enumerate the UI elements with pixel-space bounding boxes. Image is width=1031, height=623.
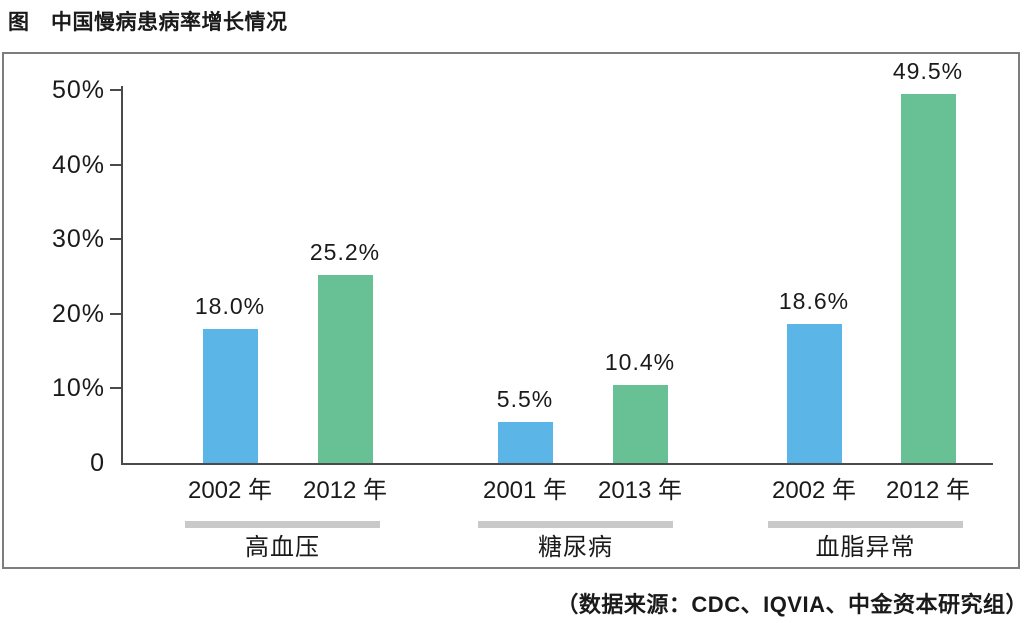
bar-高血压-2012 年 [317,275,373,463]
bar-高血压-2002 年 [202,329,258,463]
bar-value-label: 5.5% [496,386,554,412]
data-source-note: （数据来源：CDC、IQVIA、中金资本研究组） [556,592,1028,617]
x-axis-category-label: 2002 年 [187,477,273,504]
y-axis-tick [110,238,123,240]
y-axis-tick-label: 40% [51,151,105,179]
bar-value-label: 18.0% [194,293,266,319]
y-axis-tick-label: 0 [90,449,105,477]
bar-糖尿病-2001 年 [497,422,553,463]
bar-血脂异常-2012 年 [900,94,956,463]
group-underline-band [185,521,380,528]
group-label: 高血压 [245,534,320,561]
y-axis-tick [110,164,123,166]
bar-value-label: 49.5% [892,58,964,84]
x-axis-category-label: 2013 年 [597,477,683,504]
bar-糖尿病-2013 年 [612,385,668,463]
bar-value-label: 25.2% [309,239,381,265]
y-axis-tick-label: 10% [51,374,105,402]
group-underline-band [478,521,673,528]
y-axis-tick [110,387,123,389]
y-axis-tick-label: 20% [51,300,105,328]
chart-frame [2,52,1020,569]
y-axis-tick-label: 30% [51,225,105,253]
x-axis-category-label: 2012 年 [302,477,388,504]
x-axis-category-label: 2001 年 [482,477,568,504]
bar-血脂异常-2002 年 [786,324,842,463]
x-axis-category-label: 2012 年 [885,477,971,504]
y-axis-tick-label: 50% [51,76,105,104]
bar-value-label: 10.4% [604,349,676,375]
y-axis-tick [110,313,123,315]
group-label: 血脂异常 [815,534,916,561]
bar-value-label: 18.6% [778,288,850,314]
group-underline-band [768,521,963,528]
x-axis-category-label: 2002 年 [771,477,857,504]
chart-title: 图 中国慢病患病率增长情况 [8,11,288,34]
y-axis-line [121,86,123,463]
x-axis-line [121,463,993,465]
y-axis-tick [110,89,123,91]
group-label: 糖尿病 [538,534,613,561]
